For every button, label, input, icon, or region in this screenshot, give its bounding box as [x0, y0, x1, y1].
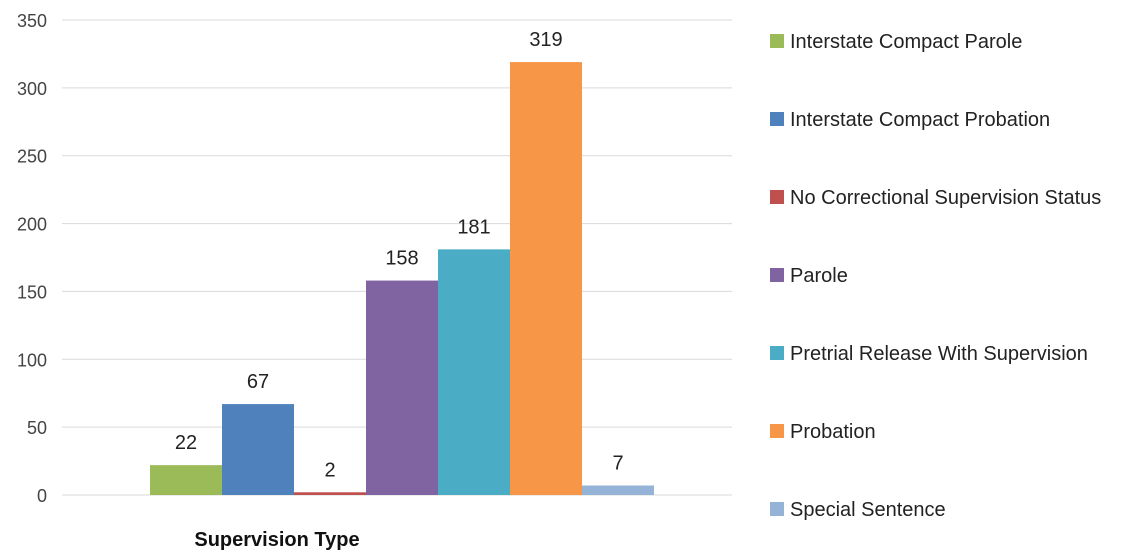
- y-tick-label: 200: [17, 215, 47, 235]
- y-axis-ticks: 0 50 100 150 200 250 300 350: [17, 11, 47, 506]
- legend-item: Interstate Compact Probation: [770, 106, 1120, 134]
- x-axis-label: Supervision Type: [194, 529, 359, 551]
- data-label: 319: [529, 29, 562, 51]
- legend-swatch: [770, 268, 784, 282]
- legend-label: Probation: [790, 421, 876, 443]
- data-label: 7: [612, 453, 623, 475]
- legend-item: No Correctional Supervision Status: [770, 184, 1120, 212]
- legend-label: No Correctional Supervision Status: [790, 187, 1102, 209]
- y-tick-label: 0: [37, 486, 47, 506]
- legend-label: Pretrial Release With Supervision: [790, 343, 1088, 365]
- y-tick-label: 350: [17, 11, 47, 31]
- legend-swatch: [770, 34, 784, 48]
- bar: [294, 492, 366, 495]
- data-label: 22: [175, 432, 197, 454]
- legend-item: Interstate Compact Parole: [770, 28, 1120, 56]
- bar: [366, 280, 438, 495]
- legend-swatch: [770, 424, 784, 438]
- legend-swatch: [770, 112, 784, 126]
- y-tick-label: 150: [17, 282, 47, 302]
- legend-label: Interstate Compact Probation: [790, 109, 1051, 131]
- bar: [582, 485, 654, 495]
- data-label: 2: [324, 459, 335, 481]
- data-label: 158: [385, 248, 418, 270]
- legend-swatch: [770, 502, 784, 516]
- y-tick-label: 100: [17, 350, 47, 370]
- data-labels: 22 67 2 158 181 319 7: [175, 29, 624, 481]
- y-tick-label: 50: [27, 418, 47, 438]
- bar: [510, 62, 582, 495]
- bar-chart: 0 50 100 150 200 250 300 350 22 67 2 158 181 319 7 Su…: [17, 11, 732, 551]
- legend-item: Pretrial Release With Supervision: [770, 340, 1120, 368]
- bar: [222, 404, 294, 495]
- y-tick-label: 250: [17, 147, 47, 167]
- legend-swatch: [770, 346, 784, 360]
- legend-label: Interstate Compact Parole: [790, 31, 1023, 53]
- data-label: 181: [457, 216, 490, 238]
- data-label: 67: [247, 371, 269, 393]
- legend-item: Special Sentence: [770, 496, 1120, 524]
- bar: [438, 249, 510, 495]
- legend-item: Parole: [770, 262, 1120, 290]
- legend-label: Special Sentence: [790, 499, 946, 521]
- chart-legend: Interstate Compact Parole Interstate Comp…: [770, 0, 1120, 554]
- legend-item: Probation: [770, 418, 1120, 446]
- bars: [150, 62, 654, 495]
- y-tick-label: 300: [17, 79, 47, 99]
- bar: [150, 465, 222, 495]
- legend-label: Parole: [790, 265, 848, 287]
- legend-swatch: [770, 190, 784, 204]
